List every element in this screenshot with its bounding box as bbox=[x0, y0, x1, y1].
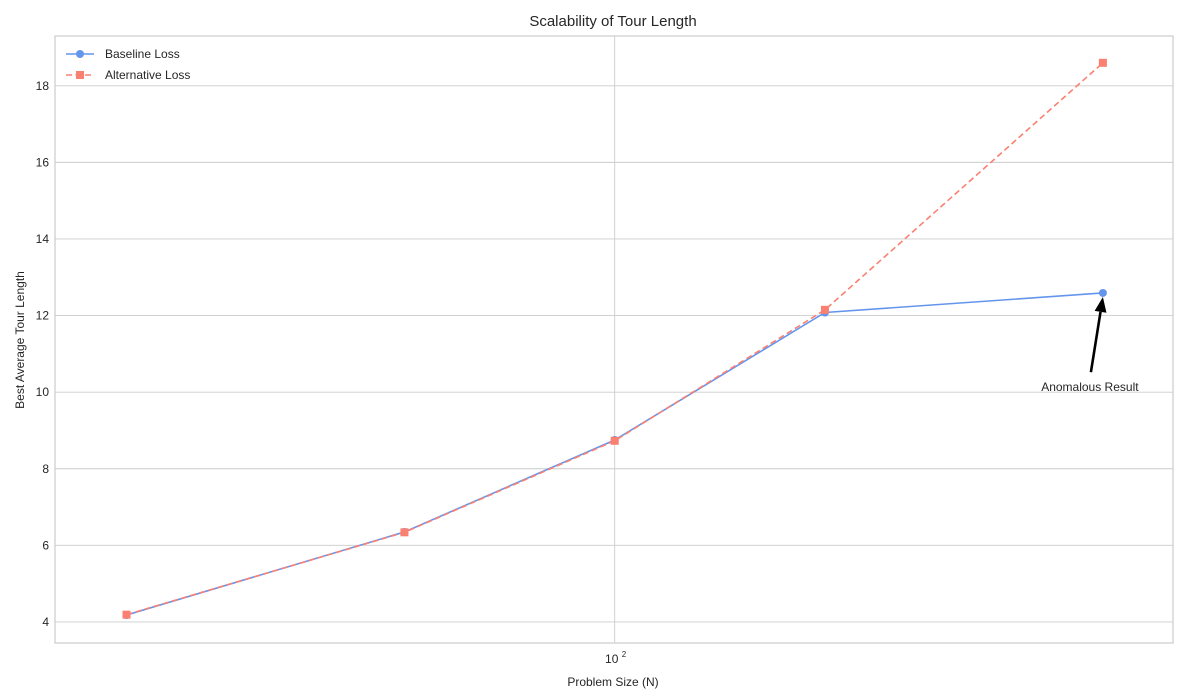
data-point-baseline-loss bbox=[1098, 288, 1107, 297]
legend-marker-alternative bbox=[76, 71, 84, 79]
legend-marker-baseline bbox=[76, 50, 84, 58]
series-layer bbox=[122, 58, 1107, 620]
annotation-layer: Anomalous Result bbox=[1041, 296, 1139, 394]
data-point-alternative-loss bbox=[400, 528, 409, 537]
data-point-alternative-loss bbox=[610, 436, 619, 445]
y-tick-label: 14 bbox=[36, 232, 50, 246]
y-tick-label: 12 bbox=[36, 309, 50, 323]
legend-label-alternative: Alternative Loss bbox=[105, 68, 190, 82]
y-tick-label: 4 bbox=[42, 615, 49, 629]
data-point-alternative-loss bbox=[122, 610, 131, 619]
legend: Baseline Loss Alternative Loss bbox=[66, 47, 190, 82]
annotation-arrow-shaft bbox=[1089, 311, 1102, 373]
annotation-label: Anomalous Result bbox=[1041, 380, 1139, 394]
data-point-alternative-loss bbox=[820, 305, 829, 314]
x-axis-label: Problem Size (N) bbox=[567, 675, 658, 689]
plot-frame bbox=[54, 35, 1174, 644]
y-tick-label: 16 bbox=[36, 155, 50, 169]
legend-label-baseline: Baseline Loss bbox=[105, 47, 180, 61]
x-tick-exponent: 2 bbox=[622, 650, 627, 659]
y-tick-label: 18 bbox=[36, 79, 50, 93]
y-tick-label: 6 bbox=[42, 538, 49, 552]
annotation-arrow-head bbox=[1094, 296, 1107, 313]
y-axis-label: Best Average Tour Length bbox=[13, 271, 27, 409]
series-line-alternative-loss bbox=[126, 62, 1104, 616]
y-tick-label: 10 bbox=[36, 385, 50, 399]
data-point-alternative-loss bbox=[1098, 58, 1107, 67]
chart-title: Scalability of Tour Length bbox=[529, 13, 696, 30]
y-tick-label: 8 bbox=[42, 462, 49, 476]
x-tick-label: 10 bbox=[605, 652, 619, 666]
grid bbox=[55, 36, 1173, 643]
